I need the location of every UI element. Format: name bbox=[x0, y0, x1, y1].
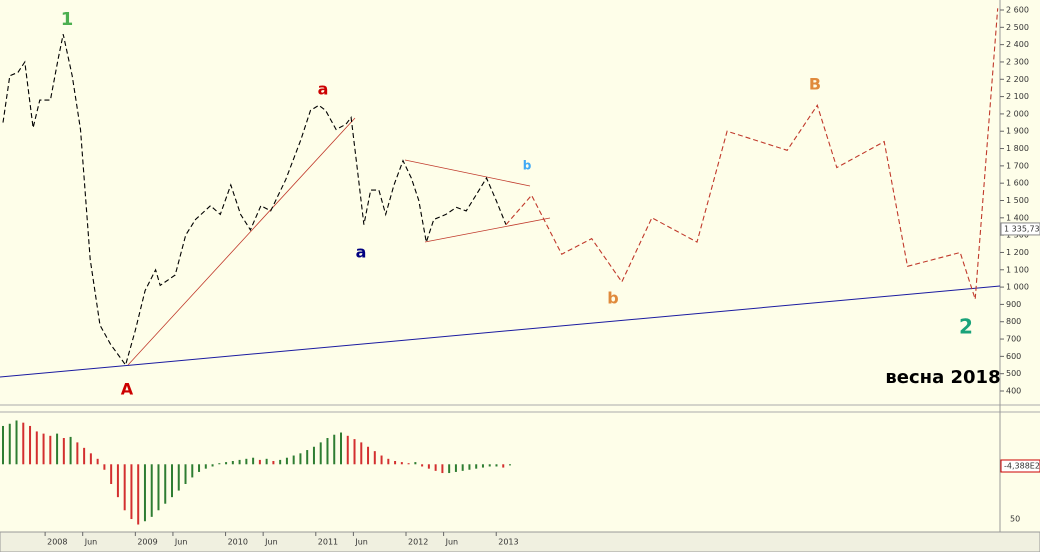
wave-label: a bbox=[318, 80, 329, 99]
y-tick-label: 2 600 bbox=[1006, 6, 1029, 15]
price-line bbox=[2, 34, 507, 367]
y-tick-label: 1 000 bbox=[1006, 283, 1029, 292]
y-tick-label: 1 400 bbox=[1006, 213, 1029, 222]
y-tick-label: 1 200 bbox=[1006, 248, 1029, 257]
x-tick-label: Jun bbox=[354, 538, 368, 547]
x-tick-label: Jun bbox=[84, 538, 98, 547]
wave-label: b bbox=[523, 159, 532, 173]
wave-label: b bbox=[607, 289, 618, 308]
y-tick-label: 800 bbox=[1006, 317, 1021, 326]
y-tick-label: 1 800 bbox=[1006, 144, 1029, 153]
x-tick-label: 2010 bbox=[228, 538, 248, 547]
oscillator-panel: -4,388E2 50 bbox=[2, 420, 1040, 525]
trend-line bbox=[0, 285, 1001, 378]
triangle-line bbox=[404, 159, 531, 187]
wave-label: весна 2018 bbox=[885, 367, 1000, 388]
x-tick-label: Jun bbox=[445, 538, 459, 547]
x-tick-label: 2011 bbox=[318, 538, 338, 547]
y-tick-label: 400 bbox=[1006, 387, 1021, 396]
y-tick-label: 1 900 bbox=[1006, 127, 1029, 136]
y-tick-label: 2 500 bbox=[1006, 23, 1029, 32]
y-tick-label: 900 bbox=[1006, 300, 1021, 309]
y-tick-label: 1 700 bbox=[1006, 161, 1029, 170]
oscillator-value-label: -4,388E2 bbox=[1004, 462, 1040, 471]
y-tick-label: 500 bbox=[1006, 369, 1021, 378]
last-price-box bbox=[1000, 222, 1040, 236]
x-tick-label: Jun bbox=[174, 538, 188, 547]
date-axis bbox=[0, 531, 1040, 552]
wave-label: a bbox=[356, 243, 367, 262]
y-tick-label: 2 100 bbox=[1006, 92, 1029, 101]
y-tick-label: 600 bbox=[1006, 352, 1021, 361]
y-tick-label: 1 500 bbox=[1006, 196, 1029, 205]
y-tick-label: 1 100 bbox=[1006, 265, 1029, 274]
oscillator-tick-label: 50 bbox=[1010, 515, 1020, 524]
wave-label: 2 bbox=[959, 315, 973, 339]
x-tick-label: 2012 bbox=[408, 538, 428, 547]
y-tick-label: 2 400 bbox=[1006, 40, 1029, 49]
x-tick-label: 2013 bbox=[498, 538, 518, 547]
x-tick-label: Jun bbox=[264, 538, 278, 547]
wave-label: A bbox=[121, 380, 134, 399]
y-tick-label: 1 600 bbox=[1006, 179, 1029, 188]
oscillator-value-box bbox=[1000, 459, 1040, 473]
y-tick-label: 2 300 bbox=[1006, 57, 1029, 66]
price-line bbox=[505, 8, 999, 300]
x-tick-label: 2009 bbox=[137, 538, 157, 547]
x-tick-label: 2008 bbox=[47, 538, 67, 547]
y-tick-label: 2 000 bbox=[1006, 109, 1029, 118]
trend-line bbox=[127, 117, 356, 366]
wave-label: B bbox=[809, 75, 821, 94]
y-tick-label: 2 200 bbox=[1006, 75, 1029, 84]
triangle-line bbox=[424, 217, 551, 243]
y-tick-label: 700 bbox=[1006, 335, 1021, 344]
wave-label: 1 bbox=[61, 9, 74, 30]
last-price-label: 1 335,73 bbox=[1004, 224, 1040, 233]
